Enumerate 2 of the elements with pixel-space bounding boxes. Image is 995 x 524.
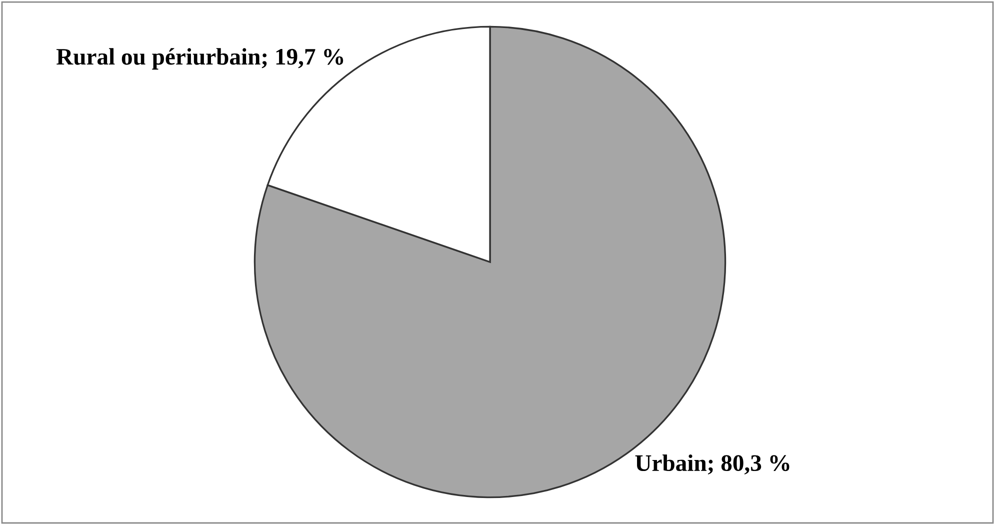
slice-label: Urbain; 80,3 % [635, 454, 790, 474]
slice-label: Rural ou périurbain; 19,7 % [56, 48, 344, 70]
